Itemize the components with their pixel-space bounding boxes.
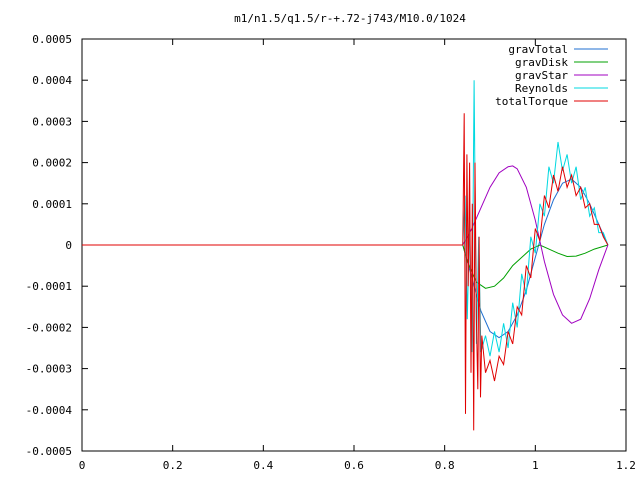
x-axis: 0 0.2 0.4 0.6 0.8 1 1.2 <box>79 39 636 472</box>
x-tick-label: 0.2 <box>163 459 183 472</box>
x-tick-label: 0 <box>79 459 86 472</box>
x-tick-label: 0.8 <box>435 459 455 472</box>
x-tick-label: 0.4 <box>253 459 273 472</box>
x-tick-label: 1 <box>532 459 539 472</box>
y-tick-label: -0.0003 <box>26 363 72 376</box>
y-axis: 0.0005 0.0004 0.0003 0.0002 0.0001 0 -0.0001 -0… <box>26 33 626 458</box>
series-line-Reynolds <box>82 80 609 357</box>
legend-label: gravStar <box>515 69 568 82</box>
y-tick-label: -0.0002 <box>26 321 72 334</box>
y-tick-label: -0.0004 <box>26 404 73 417</box>
x-tick-label: 1.2 <box>616 459 636 472</box>
legend-label: totalTorque <box>495 95 568 108</box>
y-tick-label: 0.0005 <box>32 33 72 46</box>
y-tick-label: -0.0005 <box>26 445 72 458</box>
legend-label: Reynolds <box>515 82 568 95</box>
chart-title: m1/n1.5/q1.5/r-+.72-j743/M10.0/1024 <box>234 12 466 25</box>
y-tick-label: 0.0004 <box>32 74 72 87</box>
series-layer <box>82 80 609 431</box>
legend: gravTotalgravDiskgravStarReynoldstotalTo… <box>495 43 608 108</box>
y-tick-label: 0.0003 <box>32 115 72 128</box>
y-tick-label: 0.0002 <box>32 157 72 170</box>
legend-label: gravTotal <box>508 43 568 56</box>
y-tick-label: 0.0001 <box>32 198 72 211</box>
x-tick-label: 0.6 <box>344 459 364 472</box>
series-line-totalTorque <box>82 113 609 431</box>
y-tick-label: -0.0001 <box>26 280 72 293</box>
legend-label: gravDisk <box>515 56 568 69</box>
y-tick-label: 0 <box>65 239 72 252</box>
series-line-gravStar <box>82 165 609 324</box>
